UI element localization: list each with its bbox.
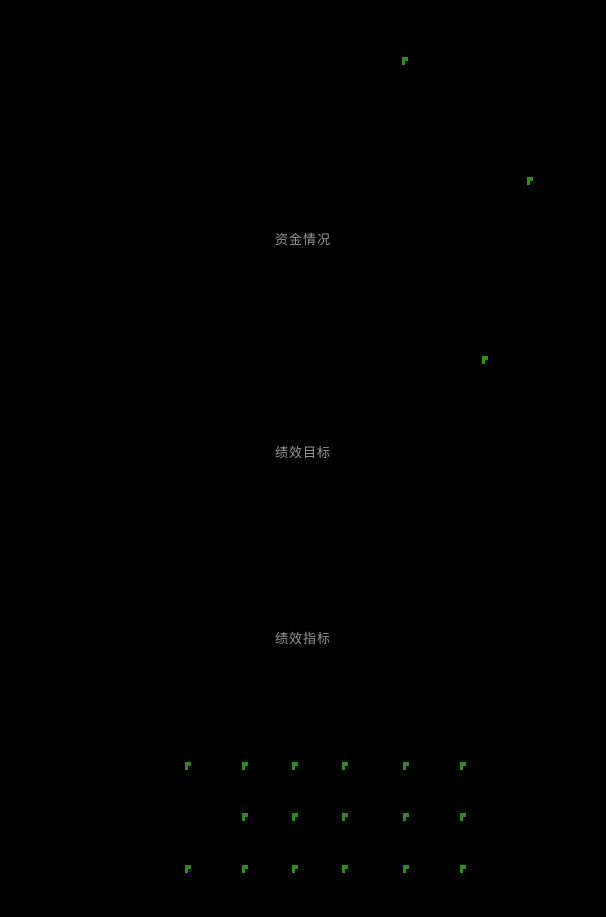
grid-marker-r3c6[interactable] — [460, 865, 466, 873]
grid-marker-r1c3[interactable] — [292, 762, 298, 770]
grid-marker-r2c6[interactable] — [460, 813, 466, 821]
section-heading-performance-goal: 绩效目标 — [274, 446, 331, 461]
grid-marker-r3c2[interactable] — [242, 865, 248, 873]
grid-marker-r2c2[interactable] — [242, 813, 248, 821]
section-heading-funding: 资金情况 — [274, 233, 331, 248]
grid-marker-r3c1[interactable] — [185, 865, 191, 873]
grid-marker-r3c3[interactable] — [292, 865, 298, 873]
field-marker-right[interactable] — [527, 177, 533, 185]
grid-marker-r2c3[interactable] — [292, 813, 298, 821]
grid-marker-r1c2[interactable] — [242, 762, 248, 770]
section-heading-performance-indicator: 绩效指标 — [274, 632, 331, 647]
grid-marker-r1c5[interactable] — [403, 762, 409, 770]
grid-marker-r3c4[interactable] — [342, 865, 348, 873]
grid-marker-r1c6[interactable] — [460, 762, 466, 770]
field-marker-middle[interactable] — [482, 356, 488, 364]
grid-marker-r2c4[interactable] — [342, 813, 348, 821]
field-marker-top[interactable] — [402, 57, 408, 65]
grid-marker-r1c4[interactable] — [342, 762, 348, 770]
grid-marker-r3c5[interactable] — [403, 865, 409, 873]
grid-marker-r2c5[interactable] — [403, 813, 409, 821]
grid-marker-r1c1[interactable] — [185, 762, 191, 770]
